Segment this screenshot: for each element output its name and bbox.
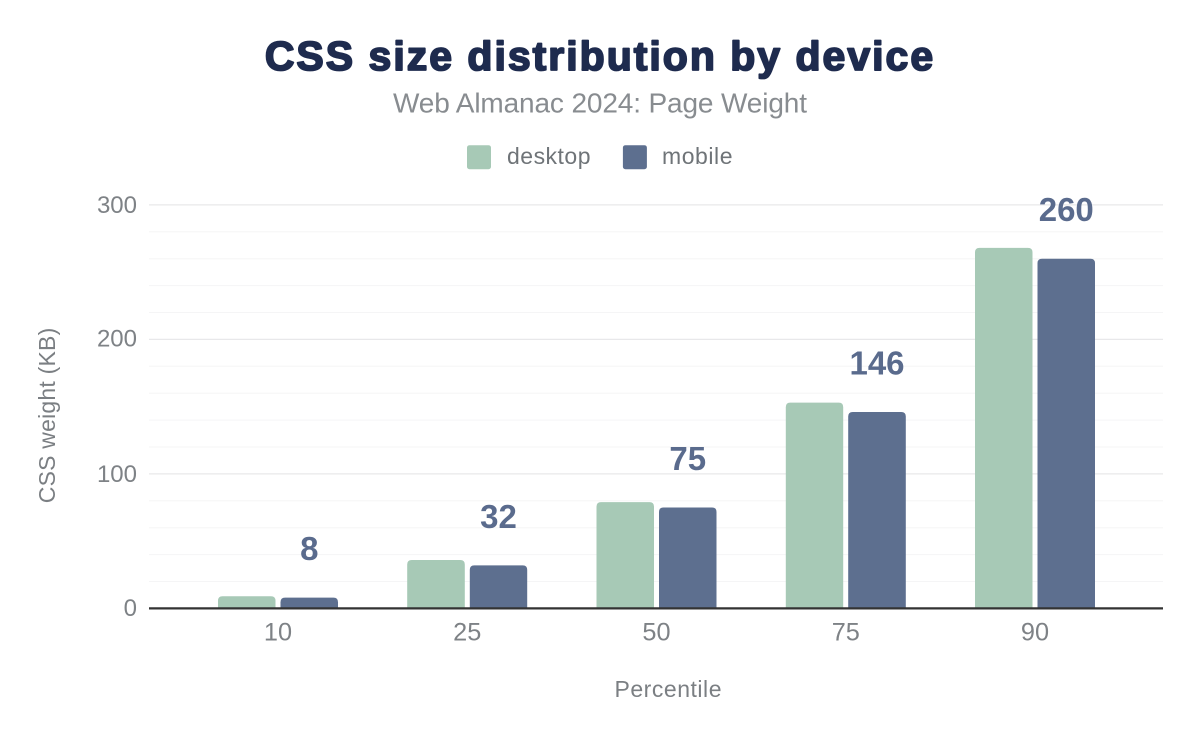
svg-text:Percentile: Percentile [615,676,722,702]
svg-text:32: 32 [480,498,517,535]
svg-text:50: 50 [642,618,670,646]
svg-text:90: 90 [1021,618,1049,646]
svg-text:300: 300 [97,192,137,219]
svg-text:CSS weight (KB): CSS weight (KB) [34,328,60,504]
svg-text:mobile: mobile [662,143,733,169]
svg-text:8: 8 [300,530,318,567]
svg-text:260: 260 [1039,191,1094,228]
svg-text:100: 100 [97,461,137,488]
svg-text:75: 75 [669,440,706,477]
svg-text:desktop: desktop [507,143,591,169]
svg-text:75: 75 [832,618,860,646]
svg-text:200: 200 [97,326,137,353]
svg-text:Web Almanac 2024: Page Weight: Web Almanac 2024: Page Weight [393,88,807,119]
svg-text:146: 146 [849,345,904,382]
svg-text:0: 0 [124,595,137,622]
svg-text:CSS size distribution by devic: CSS size distribution by device [265,33,935,79]
svg-text:10: 10 [264,618,292,646]
svg-text:25: 25 [453,618,481,646]
